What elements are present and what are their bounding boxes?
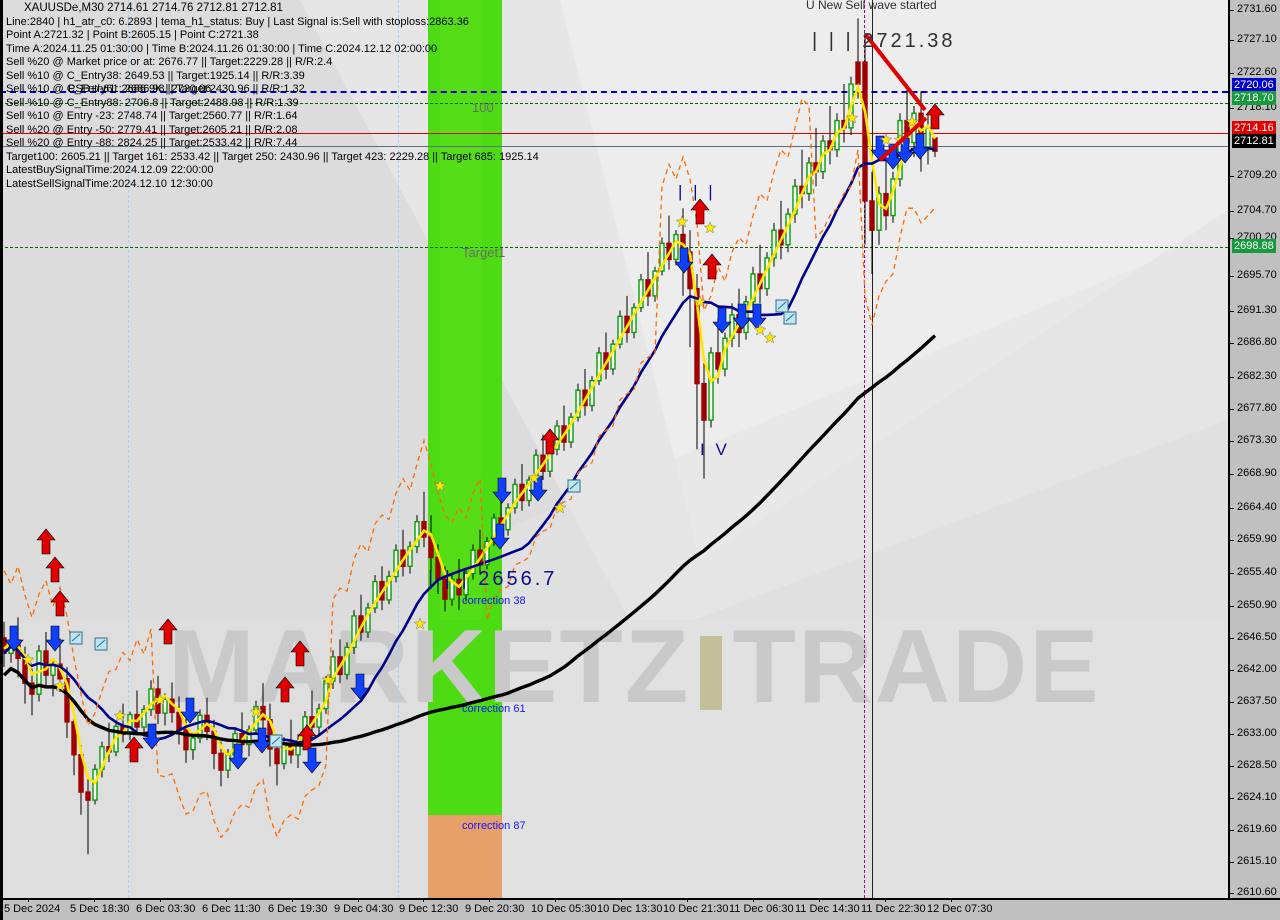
entry-line-2714: [0, 133, 1228, 134]
header-line-8: Sell %20 @ Entry -50: 2779.41 || Target:…: [6, 123, 298, 136]
time-tick-mark: [423, 898, 424, 902]
header-overlay-psb: PSB+/-61: 2686.9K | 2720.06: [68, 83, 212, 95]
time-tick: 11 Dec 14:30: [795, 903, 860, 915]
header-line-7: Sell %10 @ Entry -23: 2748.74 || Target:…: [6, 110, 298, 122]
time-tick-mark: [160, 898, 161, 902]
annotation-correction-38: correction 38: [462, 595, 526, 607]
signal-markers-svg: [4, 103, 945, 774]
watermark-right: TRADE: [732, 609, 1101, 725]
watermark-left: MARKETZ: [168, 609, 691, 725]
header-line-1: Point A:2721.32 | Point B:2605.15 | Poin…: [6, 29, 259, 41]
annotation-wave-top-price: | | | 2721.38: [812, 30, 956, 52]
target-line-2718: [0, 103, 1228, 104]
time-tick: 11 Dec 06:30: [729, 903, 794, 915]
annotation-wave-2656: | | | 2656.7: [428, 568, 558, 590]
price-series-svg: [1, 18, 938, 855]
price-label-highlight: 2714.16: [1232, 121, 1276, 135]
header-line-10: Target100: 2605.21 || Target 161: 2533.4…: [6, 150, 539, 163]
wave-marker-vline: [864, 0, 865, 898]
time-tick: 10 Dec 21:30: [663, 903, 729, 915]
header-line-0: Line:2840 | h1_atr_c0: 6.2893 | tema_h1_…: [6, 15, 469, 28]
resistance-line-2720: [0, 91, 1228, 93]
header-line-5-text: Sell %10 @ C_Entry61: 2686.98 || Target:…: [6, 83, 305, 95]
time-tick-mark: [358, 898, 359, 902]
session-divider-2: [398, 0, 399, 898]
time-tick: 11 Dec 22:30: [861, 903, 926, 915]
watermark-separator: [700, 636, 723, 710]
time-tick-mark: [951, 898, 952, 902]
time-tick: 5 Dec 18:30: [70, 903, 130, 915]
time-tick-mark: [687, 898, 688, 902]
header-title: XAUUSDe,M30 2714.61 2714.76 2712.81 2712…: [24, 2, 283, 14]
time-tick-mark: [28, 898, 29, 902]
correction-87-orange-band: [428, 815, 502, 898]
time-tick-mark: [753, 898, 754, 902]
session-divider-1: [128, 0, 129, 898]
time-tick-mark: [292, 898, 293, 902]
current-bar-vline: [872, 0, 873, 898]
header-line-5: Sell %10 @ C_Entry61: 2686.98 || Target:…: [6, 83, 539, 97]
header-line-3: Sell %20 @ Market price or at: 2676.77 |…: [6, 56, 333, 68]
time-tick-mark: [819, 898, 820, 902]
header-line-12: LatestSellSignalTime:2024.12.10 12:30:00: [6, 177, 213, 190]
time-tick: 10 Dec 05:30: [531, 903, 597, 915]
watermark-logo: MARKETZ TRADE: [168, 609, 1101, 725]
time-tick: 5 Dec 2024: [4, 903, 61, 915]
time-tick: 9 Dec 12:30: [399, 903, 459, 915]
header-line-4: Sell %10 @ C_Entry38: 2649.53 || Target:…: [6, 69, 305, 82]
price-axis[interactable]: 2731.60 2727.10 2722.60 2718.10 2709.20 2704.…: [1228, 0, 1280, 898]
time-tick: 6 Dec 11:30: [202, 903, 261, 915]
time-tick: 10 Dec 13:30: [597, 903, 663, 915]
price-label-highlight: 2718.70: [1232, 91, 1276, 105]
annotation-wave-iv: I V: [700, 440, 730, 459]
time-axis[interactable]: 5 Dec 2024 5 Dec 18:30 6 Dec 03:30 6 Dec 11…: [0, 898, 1280, 920]
time-tick: 6 Dec 03:30: [136, 903, 196, 915]
price-label-highlight: 2712.81: [1232, 134, 1276, 148]
chart-plot-area[interactable]: MARKETZ TRADE U New Sell wave s: [0, 0, 1228, 898]
annotation-target1: Target1: [462, 245, 506, 260]
time-tick: 9 Dec 04:30: [334, 903, 394, 915]
time-tick-mark: [94, 898, 95, 902]
target1-line-2698: [0, 247, 1228, 248]
time-tick-mark: [885, 898, 886, 902]
header-line-6: Sell %10 @ C_Entry88: 2706.8 || Target:2…: [6, 96, 299, 109]
chart-info-header: XAUUSDe,M30 2714.61 2714.76 2712.81 2712…: [6, 2, 539, 191]
header-line-2: Time A:2024.11.25 01:30:00 | Time B:2024…: [6, 42, 438, 55]
price-label-highlight: 2698.88: [1232, 239, 1276, 253]
manual-trendlines: [864, 33, 928, 162]
time-tick-mark: [226, 898, 227, 902]
close-line-2712: [0, 146, 1228, 147]
time-tick-mark: [489, 898, 490, 902]
annotation-new-sell-wave: U New Sell wave started: [806, 0, 937, 12]
time-tick-mark: [621, 898, 622, 902]
header-line-11: LatestBuySignalTime:2024.12.09 22:00:00: [6, 164, 214, 176]
time-tick: 12 Dec 07:30: [927, 903, 993, 915]
time-tick: 6 Dec 19:30: [268, 903, 328, 915]
time-tick-mark: [555, 898, 556, 902]
time-tick: 9 Dec 20:30: [465, 903, 525, 915]
annotation-correction-61: correction 61: [462, 703, 526, 715]
annotation-correction-87: correction 87: [462, 820, 526, 832]
header-line-9: Sell %20 @ Entry -88: 2824.25 || Target:…: [6, 137, 298, 149]
annotation-level-100: 100: [472, 100, 494, 115]
price-label-highlight: 2720.06: [1232, 78, 1276, 92]
annotation-wave-iii: | | |: [678, 182, 716, 201]
